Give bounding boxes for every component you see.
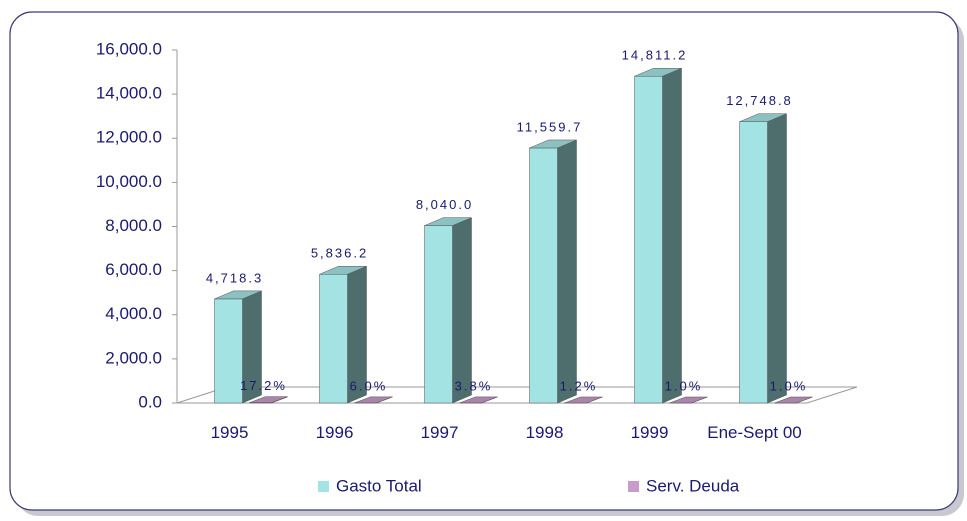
value-label: 17.2% bbox=[240, 378, 287, 393]
y-tick-label: 0.0 bbox=[138, 392, 162, 411]
bar bbox=[424, 225, 453, 404]
value-label: 12,748.8 bbox=[726, 93, 793, 108]
bar-top bbox=[634, 67, 682, 77]
value-label: 3.8% bbox=[455, 378, 493, 393]
bar-top bbox=[214, 290, 262, 300]
floor bbox=[176, 386, 858, 404]
legend-label: Serv. Deuda bbox=[646, 476, 740, 495]
value-label: 1.2% bbox=[560, 378, 598, 393]
bar-side bbox=[767, 113, 787, 404]
bar-top bbox=[774, 396, 813, 404]
bar-top bbox=[529, 139, 577, 149]
value-label: 4,718.3 bbox=[206, 270, 263, 285]
bar-side bbox=[557, 139, 577, 404]
value-label: 8,040.0 bbox=[416, 197, 473, 212]
bar-top bbox=[424, 217, 472, 226]
y-tick-label: 14,000.0 bbox=[96, 84, 162, 103]
bar-top bbox=[564, 396, 603, 404]
value-label: 1.0% bbox=[770, 378, 808, 393]
bar-top bbox=[319, 265, 367, 275]
value-label: 1.0% bbox=[665, 378, 703, 393]
x-tick-label: 1996 bbox=[315, 423, 354, 442]
value-label: 6.0% bbox=[350, 378, 388, 393]
bar bbox=[739, 121, 768, 404]
legend-swatch bbox=[628, 481, 639, 492]
y-tick-label: 6,000.0 bbox=[105, 260, 162, 279]
bar-top bbox=[739, 113, 787, 122]
bar-side bbox=[452, 217, 472, 404]
y-tick-label: 10,000.0 bbox=[96, 172, 162, 191]
legend-label: Gasto Total bbox=[336, 476, 422, 495]
bar-top bbox=[669, 396, 708, 404]
x-tick-label: 1999 bbox=[630, 423, 669, 442]
y-tick-label: 12,000.0 bbox=[96, 128, 162, 147]
bar-top bbox=[354, 396, 393, 404]
x-tick-label: Ene-Sept 00 bbox=[707, 423, 802, 442]
bar bbox=[529, 147, 558, 404]
x-tick-label: 1997 bbox=[420, 423, 459, 442]
legend-swatch bbox=[318, 481, 329, 492]
y-tick-label: 16,000.0 bbox=[96, 39, 162, 58]
bar bbox=[214, 298, 243, 404]
y-tick-label: 2,000.0 bbox=[105, 348, 162, 367]
y-tick-label: 8,000.0 bbox=[105, 216, 162, 235]
bar-top bbox=[249, 396, 288, 403]
value-label: 14,811.2 bbox=[622, 48, 688, 63]
bar-top bbox=[459, 396, 498, 404]
bar bbox=[634, 75, 663, 404]
x-tick-label: 1998 bbox=[525, 423, 564, 442]
value-label: 11,559.7 bbox=[517, 119, 583, 134]
value-label: 5,836.2 bbox=[311, 246, 368, 261]
bar bbox=[319, 273, 348, 404]
x-tick-label: 1995 bbox=[210, 423, 249, 442]
y-tick-label: 4,000.0 bbox=[105, 304, 162, 323]
bar-side bbox=[662, 67, 682, 404]
